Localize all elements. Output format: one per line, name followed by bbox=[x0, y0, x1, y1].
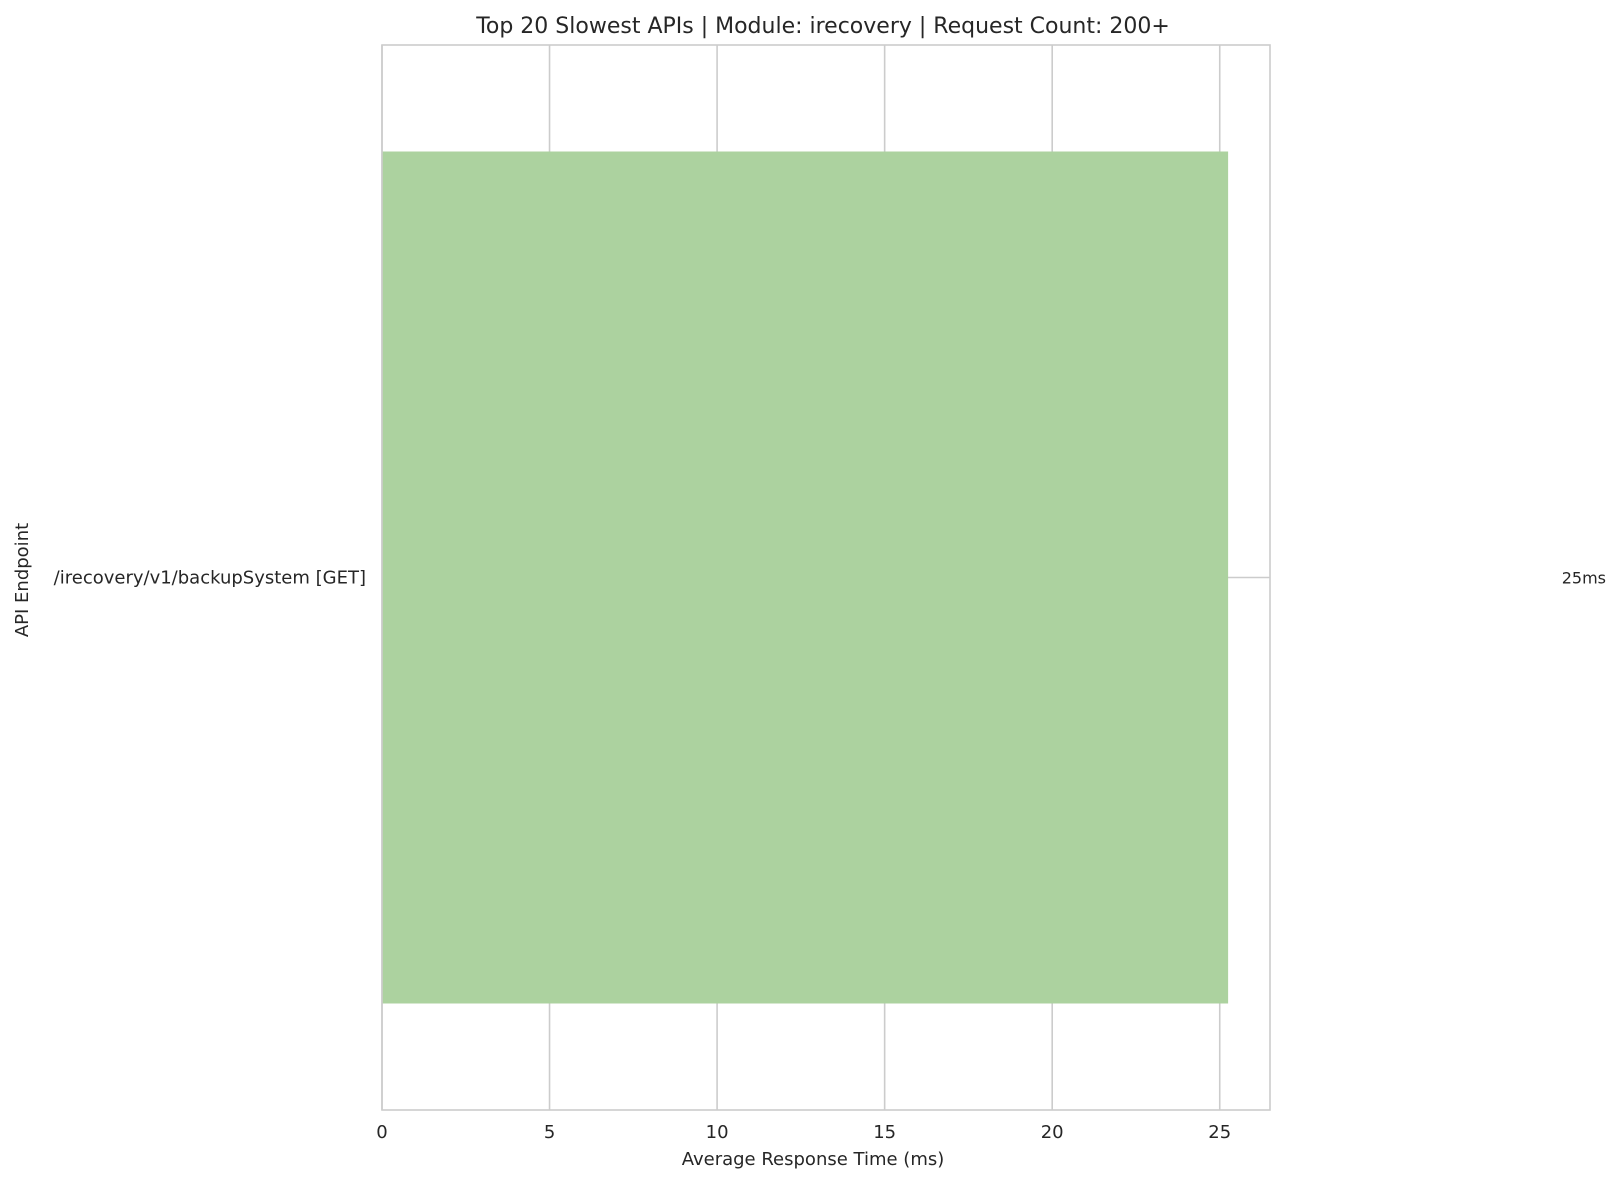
chart-title: Top 20 Slowest APIs | Module: irecovery … bbox=[475, 14, 1170, 39]
y-axis-label: API Endpoint bbox=[12, 523, 33, 637]
x-tick-label: 0 bbox=[376, 1122, 387, 1143]
x-axis-label: Average Response Time (ms) bbox=[682, 1149, 945, 1170]
bar bbox=[382, 151, 1229, 1004]
data-labels: 25ms bbox=[1562, 569, 1606, 588]
x-tick-labels: 0 5 10 15 20 25 bbox=[376, 1122, 1231, 1143]
x-tick-label: 10 bbox=[706, 1122, 729, 1143]
x-tick-label: 20 bbox=[1041, 1122, 1064, 1143]
x-tick-label: 5 bbox=[544, 1122, 555, 1143]
x-tick-label: 15 bbox=[873, 1122, 896, 1143]
y-tick-label: /irecovery/v1/backupSystem [GET] bbox=[54, 568, 366, 589]
data-label: 25ms bbox=[1562, 569, 1606, 588]
bars bbox=[382, 151, 1229, 1004]
y-tick-labels: /irecovery/v1/backupSystem [GET] bbox=[54, 568, 366, 589]
plot-frame bbox=[381, 44, 1271, 1111]
x-tick-label: 25 bbox=[1208, 1122, 1231, 1143]
